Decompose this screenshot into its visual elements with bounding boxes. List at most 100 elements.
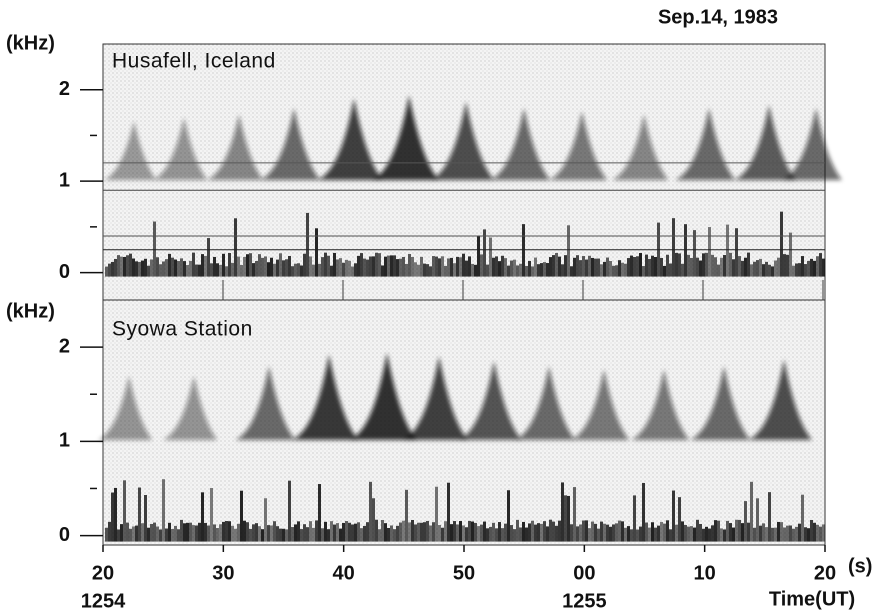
noise-band [636, 256, 639, 277]
noise-band [669, 529, 672, 542]
noise-band [636, 529, 639, 542]
noise-band [684, 524, 687, 542]
noise-band [555, 252, 558, 277]
noise-band [546, 526, 549, 542]
noise-band [207, 238, 210, 277]
noise-band [708, 528, 711, 542]
noise-band [198, 522, 201, 542]
noise-band [774, 260, 777, 277]
noise-band [819, 526, 822, 542]
noise-band [276, 526, 279, 542]
noise-band [483, 521, 486, 542]
noise-band [744, 501, 747, 542]
noise-band [468, 520, 471, 542]
noise-band [561, 264, 564, 277]
noise-band [141, 260, 144, 277]
noise-band [183, 261, 186, 277]
noise-band [732, 259, 735, 277]
noise-band [306, 527, 309, 542]
chorus-element [748, 359, 812, 440]
noise-band [249, 528, 252, 542]
noise-band [288, 480, 291, 542]
noise-band [117, 529, 120, 542]
noise-band [261, 529, 264, 542]
noise-band [483, 229, 486, 277]
noise-band [696, 519, 699, 542]
noise-band [408, 522, 411, 542]
chorus-element [571, 369, 629, 440]
noise-band [639, 526, 642, 542]
noise-band [708, 227, 711, 277]
noise-band [276, 259, 279, 277]
noise-band [486, 528, 489, 542]
noise-band [477, 526, 480, 542]
x-tick-label: 40 [333, 562, 355, 584]
noise-band [525, 527, 528, 542]
noise-band [225, 266, 228, 277]
noise-band [615, 523, 618, 542]
noise-band [246, 522, 249, 542]
noise-band [273, 263, 276, 277]
noise-band [633, 256, 636, 277]
chorus-element [207, 114, 263, 180]
noise-band [258, 254, 261, 277]
noise-band [402, 520, 405, 542]
noise-band [126, 255, 129, 277]
noise-band [765, 261, 768, 277]
noise-band [588, 255, 591, 277]
noise-band [213, 256, 216, 277]
noise-band [615, 265, 618, 277]
chorus-element [782, 108, 842, 180]
noise-band [213, 524, 216, 542]
noise-band [582, 256, 585, 277]
noise-band [153, 221, 156, 277]
noise-band [402, 256, 405, 277]
noise-band [198, 264, 201, 277]
noise-band [801, 256, 804, 277]
noise-band [777, 257, 780, 277]
noise-band [225, 521, 228, 542]
noise-band [798, 523, 801, 542]
noise-band [471, 521, 474, 542]
chorus-element [317, 98, 383, 180]
noise-band [270, 525, 273, 542]
noise-band [792, 528, 795, 542]
noise-band [768, 264, 771, 277]
noise-band [282, 528, 285, 542]
noise-band [387, 527, 390, 542]
noise-band [804, 527, 807, 542]
noise-band [528, 523, 531, 542]
noise-band [621, 262, 624, 277]
noise-band [531, 266, 534, 277]
noise-band [459, 257, 462, 277]
noise-band [231, 525, 234, 542]
x-tick-label: 50 [453, 562, 475, 584]
spectrogram-panel [98, 299, 826, 546]
noise-band [618, 260, 621, 277]
noise-band [591, 257, 594, 277]
noise-band [201, 254, 204, 277]
noise-band [354, 523, 357, 542]
noise-band [597, 258, 600, 277]
noise-band [540, 523, 543, 542]
noise-band [609, 526, 612, 542]
noise-band [675, 252, 678, 277]
noise-band [639, 253, 642, 277]
chorus-element [260, 108, 320, 180]
noise-band [474, 522, 477, 542]
noise-band [669, 263, 672, 277]
noise-band [327, 255, 330, 277]
noise-band [558, 256, 561, 277]
noise-band [822, 258, 825, 277]
noise-band [759, 525, 762, 542]
noise-band [447, 258, 450, 277]
noise-band [189, 522, 192, 542]
noise-band [219, 524, 222, 542]
noise-band [432, 256, 435, 277]
chorus-element [153, 117, 207, 180]
noise-band [474, 264, 477, 277]
noise-band [771, 527, 774, 542]
x-axis-label: Time(UT) [769, 588, 855, 610]
noise-band [645, 254, 648, 277]
noise-band [519, 263, 522, 277]
